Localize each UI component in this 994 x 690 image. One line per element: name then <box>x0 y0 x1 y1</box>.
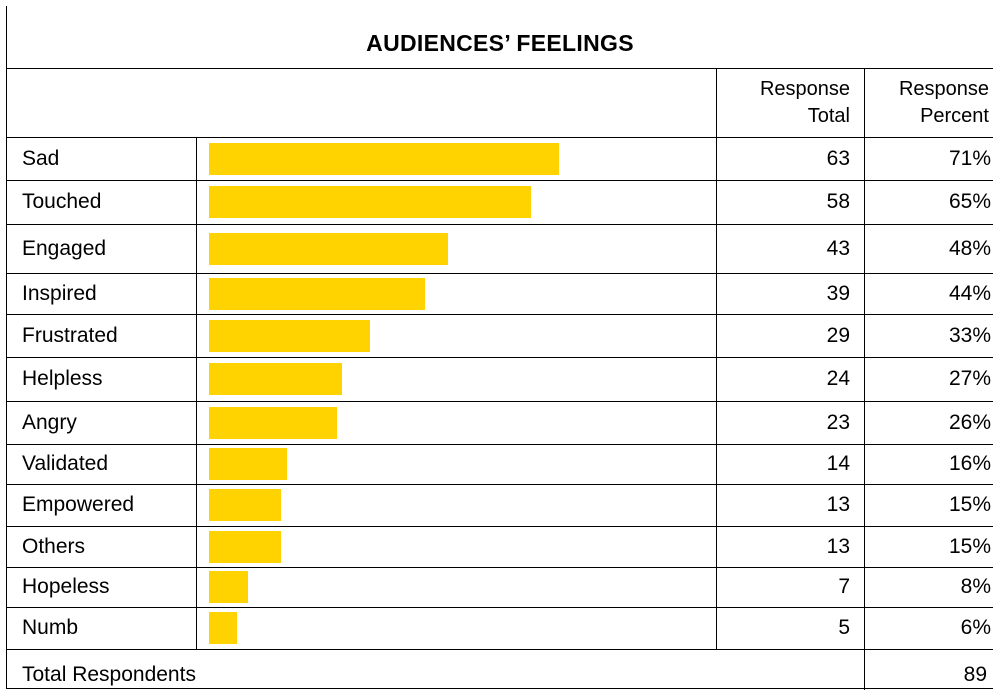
row-divider <box>6 273 993 274</box>
response-total-cell: 7 <box>838 575 850 598</box>
response-percent-cell: 6% <box>960 616 991 639</box>
row-label: Numb <box>22 616 79 639</box>
response-total-cell: 13 <box>826 534 850 558</box>
row-divider <box>6 180 993 181</box>
row-divider <box>6 314 993 315</box>
bar <box>209 277 426 310</box>
response-total-cell: 29 <box>826 323 850 347</box>
response-total-cell: 39 <box>826 281 850 305</box>
row-label: Sad <box>22 146 60 170</box>
response-percent-cell: 48% <box>948 236 991 260</box>
total-respondents-value: 89 <box>963 663 987 686</box>
row-divider <box>6 444 993 445</box>
bar <box>209 406 337 439</box>
row-label: Engaged <box>22 236 107 260</box>
response-total-cell: 58 <box>826 190 850 213</box>
row-label: Others <box>22 534 86 558</box>
table-frame <box>6 6 993 689</box>
response-percent-cell: 15% <box>948 493 991 516</box>
row-divider <box>6 224 993 225</box>
bar <box>209 363 343 395</box>
header-divider <box>6 68 993 69</box>
total-column-divider <box>716 68 717 649</box>
response-percent-cell: 44% <box>948 281 991 305</box>
response-percent-header-line2: Percent <box>920 105 989 127</box>
response-percent-cell: 16% <box>948 452 991 475</box>
row-divider <box>6 137 993 138</box>
row-divider <box>6 607 993 608</box>
response-percent-header-line1: Response <box>898 78 989 100</box>
bar <box>209 489 282 521</box>
row-divider <box>6 649 993 650</box>
row-label: Empowered <box>22 493 135 516</box>
bar <box>209 448 287 480</box>
bar <box>209 319 370 352</box>
total-respondents-label: Total Respondents <box>22 663 196 686</box>
response-total-header-line1: Response <box>759 78 850 100</box>
row-label: Frustrated <box>22 323 118 347</box>
response-total-cell: 13 <box>826 493 850 516</box>
bar <box>209 232 448 265</box>
row-divider <box>6 401 993 402</box>
row-label: Helpless <box>22 367 103 390</box>
response-total-cell: 23 <box>826 410 850 434</box>
row-label: Inspired <box>22 281 97 305</box>
response-total-cell: 24 <box>826 367 850 390</box>
bar <box>209 530 282 563</box>
row-label: Validated <box>22 452 109 475</box>
response-total-header-line2: Total <box>807 105 850 127</box>
row-label: Touched <box>22 190 102 213</box>
response-percent-cell: 65% <box>948 190 991 213</box>
label-column-divider <box>196 137 197 649</box>
row-divider <box>6 484 993 485</box>
response-total-header: Response Total <box>730 76 850 130</box>
response-percent-cell: 8% <box>960 575 991 598</box>
response-total-cell: 14 <box>826 452 850 475</box>
response-percent-cell: 71% <box>948 146 991 170</box>
response-percent-cell: 33% <box>948 323 991 347</box>
bar <box>209 142 559 175</box>
row-label: Hopeless <box>22 575 110 598</box>
row-divider <box>6 526 993 527</box>
response-total-cell: 5 <box>838 616 850 639</box>
percent-column-divider <box>864 68 865 690</box>
response-total-cell: 63 <box>826 146 850 170</box>
table-title: AUDIENCES’ FEELINGS <box>366 30 634 56</box>
row-divider <box>6 567 993 568</box>
response-percent-cell: 26% <box>948 410 991 434</box>
response-percent-header: Response Percent <box>864 76 989 130</box>
row-divider <box>6 357 993 358</box>
bar <box>209 612 237 644</box>
response-percent-cell: 27% <box>948 367 991 390</box>
response-percent-cell: 15% <box>948 534 991 558</box>
bar <box>209 186 531 218</box>
response-total-cell: 43 <box>826 236 850 260</box>
row-label: Angry <box>22 410 77 434</box>
bar <box>209 571 248 603</box>
